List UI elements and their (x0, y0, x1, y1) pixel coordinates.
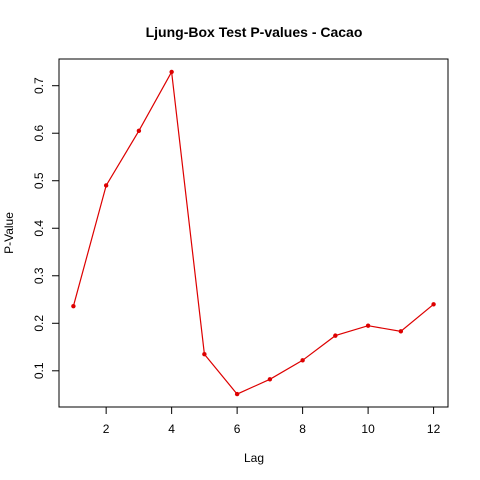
data-point (431, 302, 436, 307)
data-point (300, 358, 305, 363)
data-point (365, 323, 371, 328)
x-tick-label: 12 (427, 422, 441, 436)
x-tick-label: 8 (299, 422, 306, 436)
x-axis: 2 4 6 8 10 12 (103, 407, 441, 436)
series-line (72, 69, 434, 395)
x-tick-label: 10 (361, 422, 375, 436)
y-tick-label: 0.3 (32, 267, 46, 284)
series-layer (71, 69, 436, 397)
y-tick-label: 0.5 (32, 172, 46, 189)
data-point (202, 351, 207, 357)
y-tick-label: 0.6 (32, 125, 46, 142)
data-point (333, 333, 338, 338)
y-tick-label: 0.7 (32, 77, 46, 94)
data-point (267, 377, 273, 382)
x-tick-label: 2 (103, 422, 110, 436)
y-axis: 0.1 0.2 0.3 0.4 0.5 0.6 0.7 (32, 77, 59, 379)
data-point (103, 183, 109, 188)
chart-title: Ljung-Box Test P-values - Cacao (146, 24, 363, 40)
y-tick-label: 0.4 (32, 220, 46, 237)
data-point (169, 69, 174, 75)
plot-box (58, 58, 449, 408)
data-point (71, 303, 76, 309)
y-tick-label: 0.2 (32, 315, 46, 332)
y-tick-label: 0.1 (32, 362, 46, 379)
data-point (136, 128, 142, 134)
y-axis-label: P-Value (2, 212, 16, 254)
data-point (398, 329, 404, 334)
x-tick-label: 6 (234, 422, 241, 436)
data-point (234, 391, 240, 397)
x-tick-label: 4 (168, 422, 175, 436)
x-axis-label: Lag (244, 451, 264, 465)
